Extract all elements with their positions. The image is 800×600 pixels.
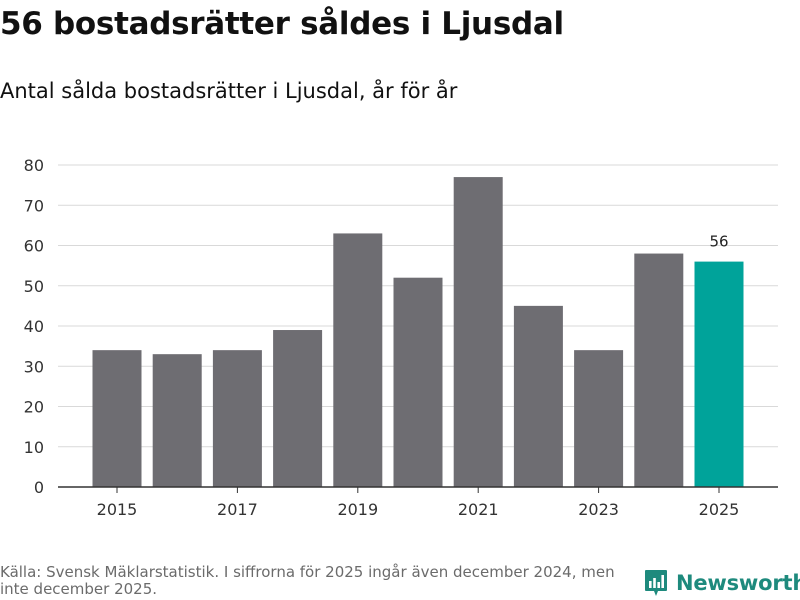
data-labels: 56	[709, 233, 728, 251]
chart-title: 56 bostadsrätter såldes i Ljusdal	[0, 6, 564, 42]
data-label-2025: 56	[709, 233, 728, 251]
bar-2024	[634, 253, 684, 487]
brand-name: Newsworthy	[676, 571, 800, 595]
y-tick-label: 40	[24, 317, 44, 336]
bar-2015	[92, 350, 142, 487]
y-tick-label: 60	[24, 237, 44, 256]
y-tick-label: 10	[24, 438, 44, 457]
x-tick-label: 2025	[699, 500, 740, 519]
bar-2019	[333, 233, 383, 487]
bar-2025	[694, 261, 744, 487]
bar-2017	[212, 350, 262, 487]
y-tick-label: 0	[34, 478, 44, 497]
y-tick-label: 50	[24, 277, 44, 296]
x-tick-label: 2015	[97, 500, 138, 519]
bar-chart: 0 10 20 30 40 50 60 70 80 56 2015 2017 2019 2021 202…	[24, 156, 778, 519]
y-axis-ticks: 0 10 20 30 40 50 60 70 80	[24, 156, 44, 497]
source-note: Källa: Svensk Mäklarstatistik. I siffror…	[0, 563, 615, 598]
bar-2023	[574, 350, 624, 487]
bar-2018	[273, 330, 323, 487]
x-tick-label: 2019	[337, 500, 378, 519]
chart-subtitle: Antal sålda bostadsrätter i Ljusdal, år …	[0, 79, 458, 103]
newsworthy-logo-icon	[645, 570, 667, 596]
x-axis-ticks: 2015 2017 2019 2021 2023 2025	[97, 487, 740, 519]
y-tick-label: 70	[24, 196, 44, 215]
x-tick-label: 2017	[217, 500, 258, 519]
y-tick-label: 20	[24, 398, 44, 417]
y-tick-label: 80	[24, 156, 44, 175]
x-tick-label: 2023	[578, 500, 619, 519]
x-tick-label: 2021	[458, 500, 499, 519]
bar-2022	[513, 305, 563, 487]
bars	[92, 177, 744, 487]
y-tick-label: 30	[24, 357, 44, 376]
brand-logo[interactable]: Newsworthy	[644, 568, 800, 598]
bar-2021	[453, 177, 503, 487]
bar-2020	[393, 277, 443, 487]
bar-2016	[152, 354, 202, 487]
